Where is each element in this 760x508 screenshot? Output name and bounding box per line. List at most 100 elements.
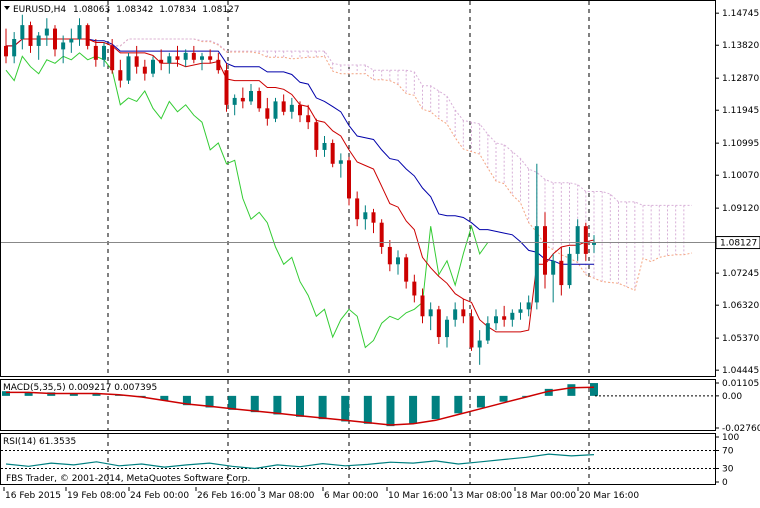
- price-tick-label: 1.05370: [722, 334, 759, 344]
- candle-body[interactable]: [53, 28, 57, 50]
- time-tick-label: 18 Mar 00:00: [516, 491, 576, 501]
- macd-histogram-bar: [24, 392, 33, 396]
- rsi-line: [5, 453, 595, 470]
- candle-body[interactable]: [338, 160, 343, 164]
- candle-body[interactable]: [12, 38, 17, 57]
- candle-body[interactable]: [232, 97, 237, 105]
- candle-body[interactable]: [306, 115, 311, 123]
- candle-body[interactable]: [28, 25, 33, 46]
- candle-body[interactable]: [118, 70, 123, 81]
- macd-histogram-bar: [454, 395, 463, 414]
- macd-histogram-bar: [182, 395, 191, 406]
- candle-body[interactable]: [428, 309, 433, 317]
- candle-body[interactable]: [534, 226, 539, 303]
- candle-body[interactable]: [93, 45, 98, 60]
- candle-body[interactable]: [420, 295, 425, 317]
- time-tick-label: 24 Feb 00:00: [130, 491, 189, 501]
- candle-body[interactable]: [249, 90, 253, 102]
- candle-body[interactable]: [216, 59, 221, 71]
- candle-body[interactable]: [330, 142, 335, 164]
- candle-body[interactable]: [502, 316, 507, 320]
- candle-body[interactable]: [387, 246, 392, 265]
- candle-body[interactable]: [461, 309, 466, 317]
- macd-histogram-bar: [341, 395, 350, 422]
- macd-histogram-bar: [590, 383, 598, 396]
- candle-body[interactable]: [404, 257, 409, 282]
- candle-body[interactable]: [20, 25, 25, 39]
- candle-body[interactable]: [85, 25, 90, 46]
- candle-body[interactable]: [142, 66, 147, 74]
- candle-body[interactable]: [551, 260, 556, 275]
- macd-histogram-bar: [476, 395, 485, 408]
- macd-histogram-bar: [205, 395, 214, 408]
- candle-body[interactable]: [36, 35, 41, 46]
- candle-body[interactable]: [44, 28, 49, 36]
- candle-body[interactable]: [436, 309, 441, 338]
- candle-body[interactable]: [289, 104, 294, 112]
- time-tick-label: 6 Mar 00:00: [324, 491, 379, 501]
- candle-body[interactable]: [379, 222, 384, 247]
- candle-body[interactable]: [69, 38, 74, 43]
- candle-body[interactable]: [453, 309, 458, 320]
- macd-tick-label: -0.027607: [722, 424, 760, 434]
- candle-body[interactable]: [257, 90, 262, 109]
- candle-body[interactable]: [102, 45, 106, 60]
- candle-body[interactable]: [175, 56, 180, 60]
- candle-body[interactable]: [314, 122, 319, 150]
- candle-body[interactable]: [200, 56, 204, 60]
- candle-body[interactable]: [273, 101, 278, 119]
- macd-label: MACD(5,35,5) 0.009217 0.007395: [3, 383, 157, 393]
- time-axis[interactable]: 16 Feb 2015 19 Feb 08:00 24 Feb 00:00 26 Fe…: [3, 487, 639, 501]
- candle-body[interactable]: [167, 56, 172, 64]
- candle-body[interactable]: [151, 59, 155, 74]
- candle-body[interactable]: [526, 302, 531, 310]
- candle-body[interactable]: [183, 52, 188, 60]
- macd-histogram-bar: [250, 395, 259, 413]
- candle-body[interactable]: [126, 56, 131, 81]
- chikou-span-line: [5, 52, 489, 349]
- main-price-panel[interactable]: [0, 0, 716, 377]
- rsi-axis: 100 70 30 0: [715, 433, 739, 488]
- candle-body[interactable]: [208, 56, 213, 60]
- candle-body[interactable]: [77, 25, 82, 39]
- candle-body[interactable]: [363, 212, 368, 220]
- rsi-panel[interactable]: [0, 433, 716, 485]
- macd-axis: 0.011051 0.00 -0.027607: [715, 379, 760, 434]
- candle-body[interactable]: [224, 70, 229, 105]
- candle-body[interactable]: [191, 52, 196, 60]
- candle-body[interactable]: [355, 198, 360, 220]
- candle-body[interactable]: [322, 142, 327, 150]
- candle-body[interactable]: [567, 253, 572, 286]
- price-axis[interactable]: 1.14745 1.13820 1.12870 1.11945 1.10995 1.100…: [715, 9, 759, 376]
- candle-body[interactable]: [477, 340, 482, 348]
- candle-body[interactable]: [543, 226, 547, 275]
- candle-body[interactable]: [240, 97, 245, 102]
- candle-body[interactable]: [159, 59, 164, 64]
- candle-body[interactable]: [265, 108, 270, 119]
- price-tick-label: 1.12870: [722, 74, 759, 84]
- candle-body[interactable]: [396, 257, 400, 265]
- candle-body[interactable]: [583, 226, 588, 254]
- candle-body[interactable]: [298, 104, 302, 116]
- candle-body[interactable]: [559, 260, 564, 286]
- candle-body[interactable]: [469, 316, 474, 348]
- candle-body[interactable]: [485, 323, 490, 341]
- candle-body[interactable]: [412, 281, 417, 296]
- candle-body[interactable]: [510, 312, 515, 320]
- candle-body[interactable]: [134, 56, 139, 67]
- candle-body[interactable]: [575, 226, 580, 254]
- candle-body[interactable]: [371, 212, 376, 223]
- candle-body[interactable]: [110, 45, 115, 71]
- candle-body[interactable]: [347, 160, 351, 199]
- candle-body[interactable]: [61, 42, 66, 50]
- candle-body[interactable]: [494, 316, 498, 324]
- candle-body[interactable]: [445, 319, 449, 338]
- macd-histogram-bar: [160, 395, 169, 401]
- candle-body[interactable]: [518, 309, 523, 313]
- dropdown-triangle-icon[interactable]: [4, 6, 10, 10]
- candle-body[interactable]: [592, 242, 596, 245]
- candle-body[interactable]: [4, 45, 8, 57]
- candle-body[interactable]: [281, 101, 286, 112]
